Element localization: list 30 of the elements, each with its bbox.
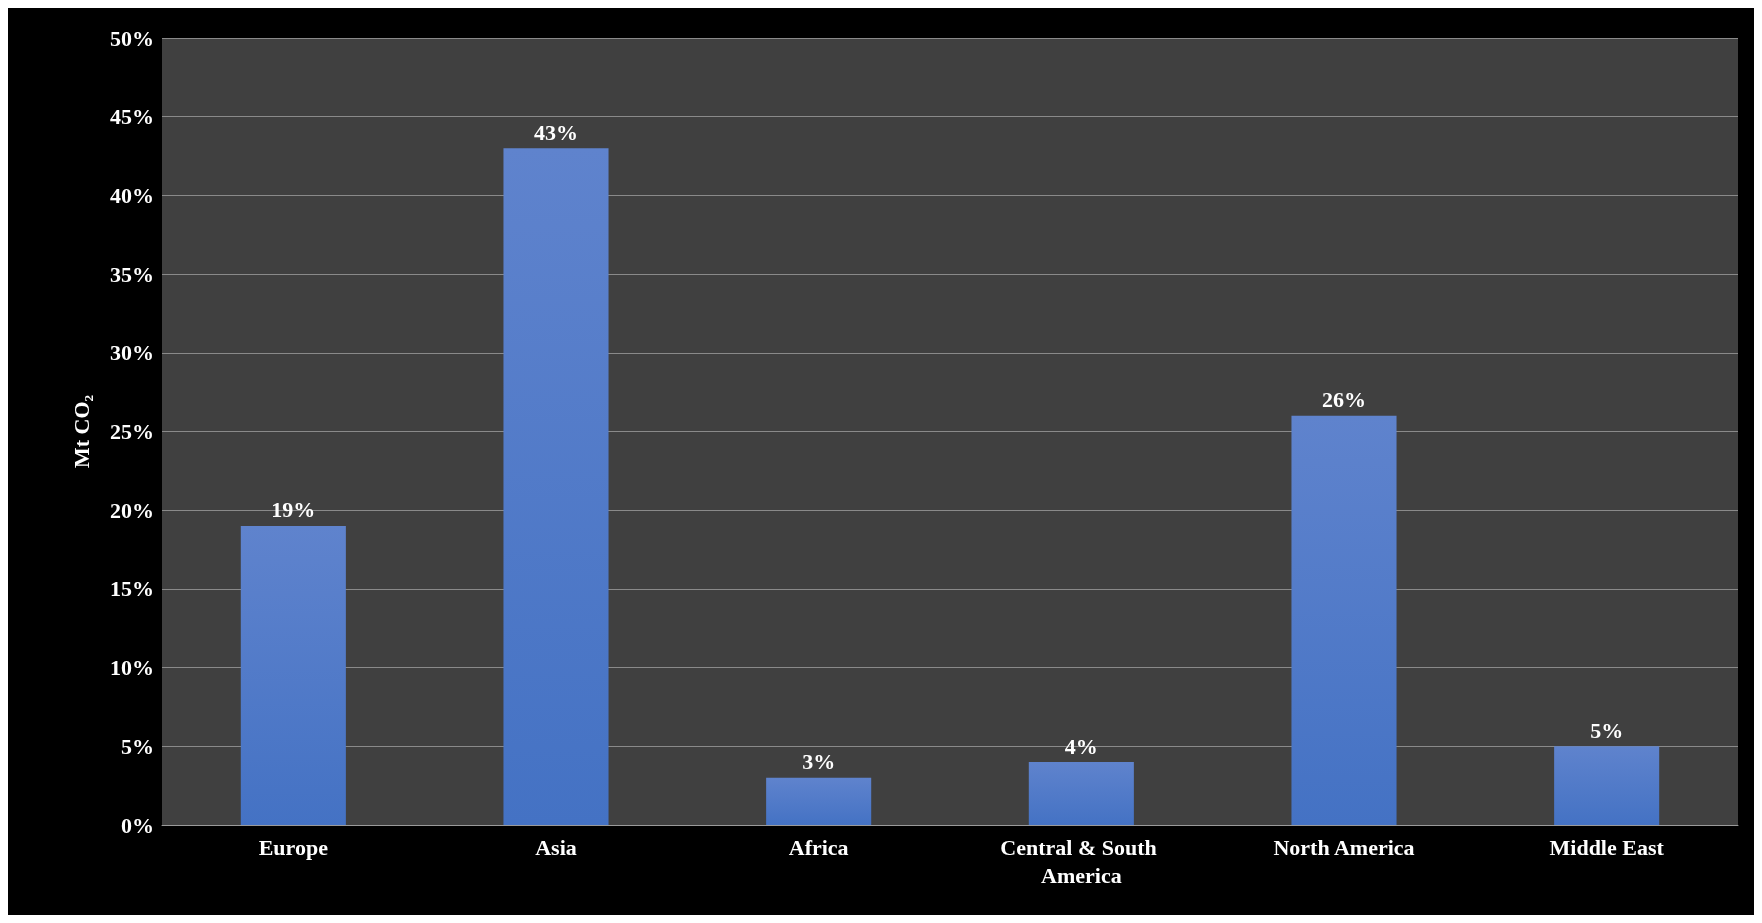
- data-label: 4%: [1064, 733, 1098, 759]
- y-axis-title: Mt CO₂: [68, 394, 94, 469]
- y-tick-label: 5%: [121, 733, 154, 759]
- data-label: 3%: [802, 749, 836, 775]
- y-tick-label: 35%: [110, 261, 154, 287]
- bar: [1291, 415, 1397, 825]
- y-tick-label: 40%: [110, 182, 154, 208]
- bar: [1028, 762, 1134, 825]
- data-label: 5%: [1590, 717, 1624, 743]
- x-tick-label: Middle East: [1549, 834, 1665, 860]
- x-tick-label: North America: [1273, 834, 1415, 860]
- bar: [766, 777, 872, 825]
- bar: [240, 525, 346, 825]
- data-label: 19%: [271, 497, 316, 523]
- y-tick-label: 50%: [110, 25, 154, 51]
- bar: [1554, 746, 1660, 825]
- y-tick-label: 30%: [110, 340, 154, 366]
- data-label: 26%: [1322, 387, 1366, 413]
- x-tick-label: Europe: [258, 834, 329, 860]
- bar: [503, 148, 609, 825]
- y-tick-label: 15%: [110, 576, 154, 602]
- data-label: 43%: [534, 119, 578, 145]
- x-tick-label: Asia: [535, 834, 577, 860]
- y-tick-label: 45%: [110, 104, 154, 130]
- y-tick-label: 10%: [110, 655, 154, 681]
- x-tick-label: Africa: [788, 834, 849, 860]
- x-tick-label: Central & South America: [1000, 834, 1163, 888]
- y-tick-label: 25%: [110, 419, 154, 444]
- y-tick-label: 0%: [121, 812, 154, 838]
- y-tick-label: 20%: [110, 497, 154, 523]
